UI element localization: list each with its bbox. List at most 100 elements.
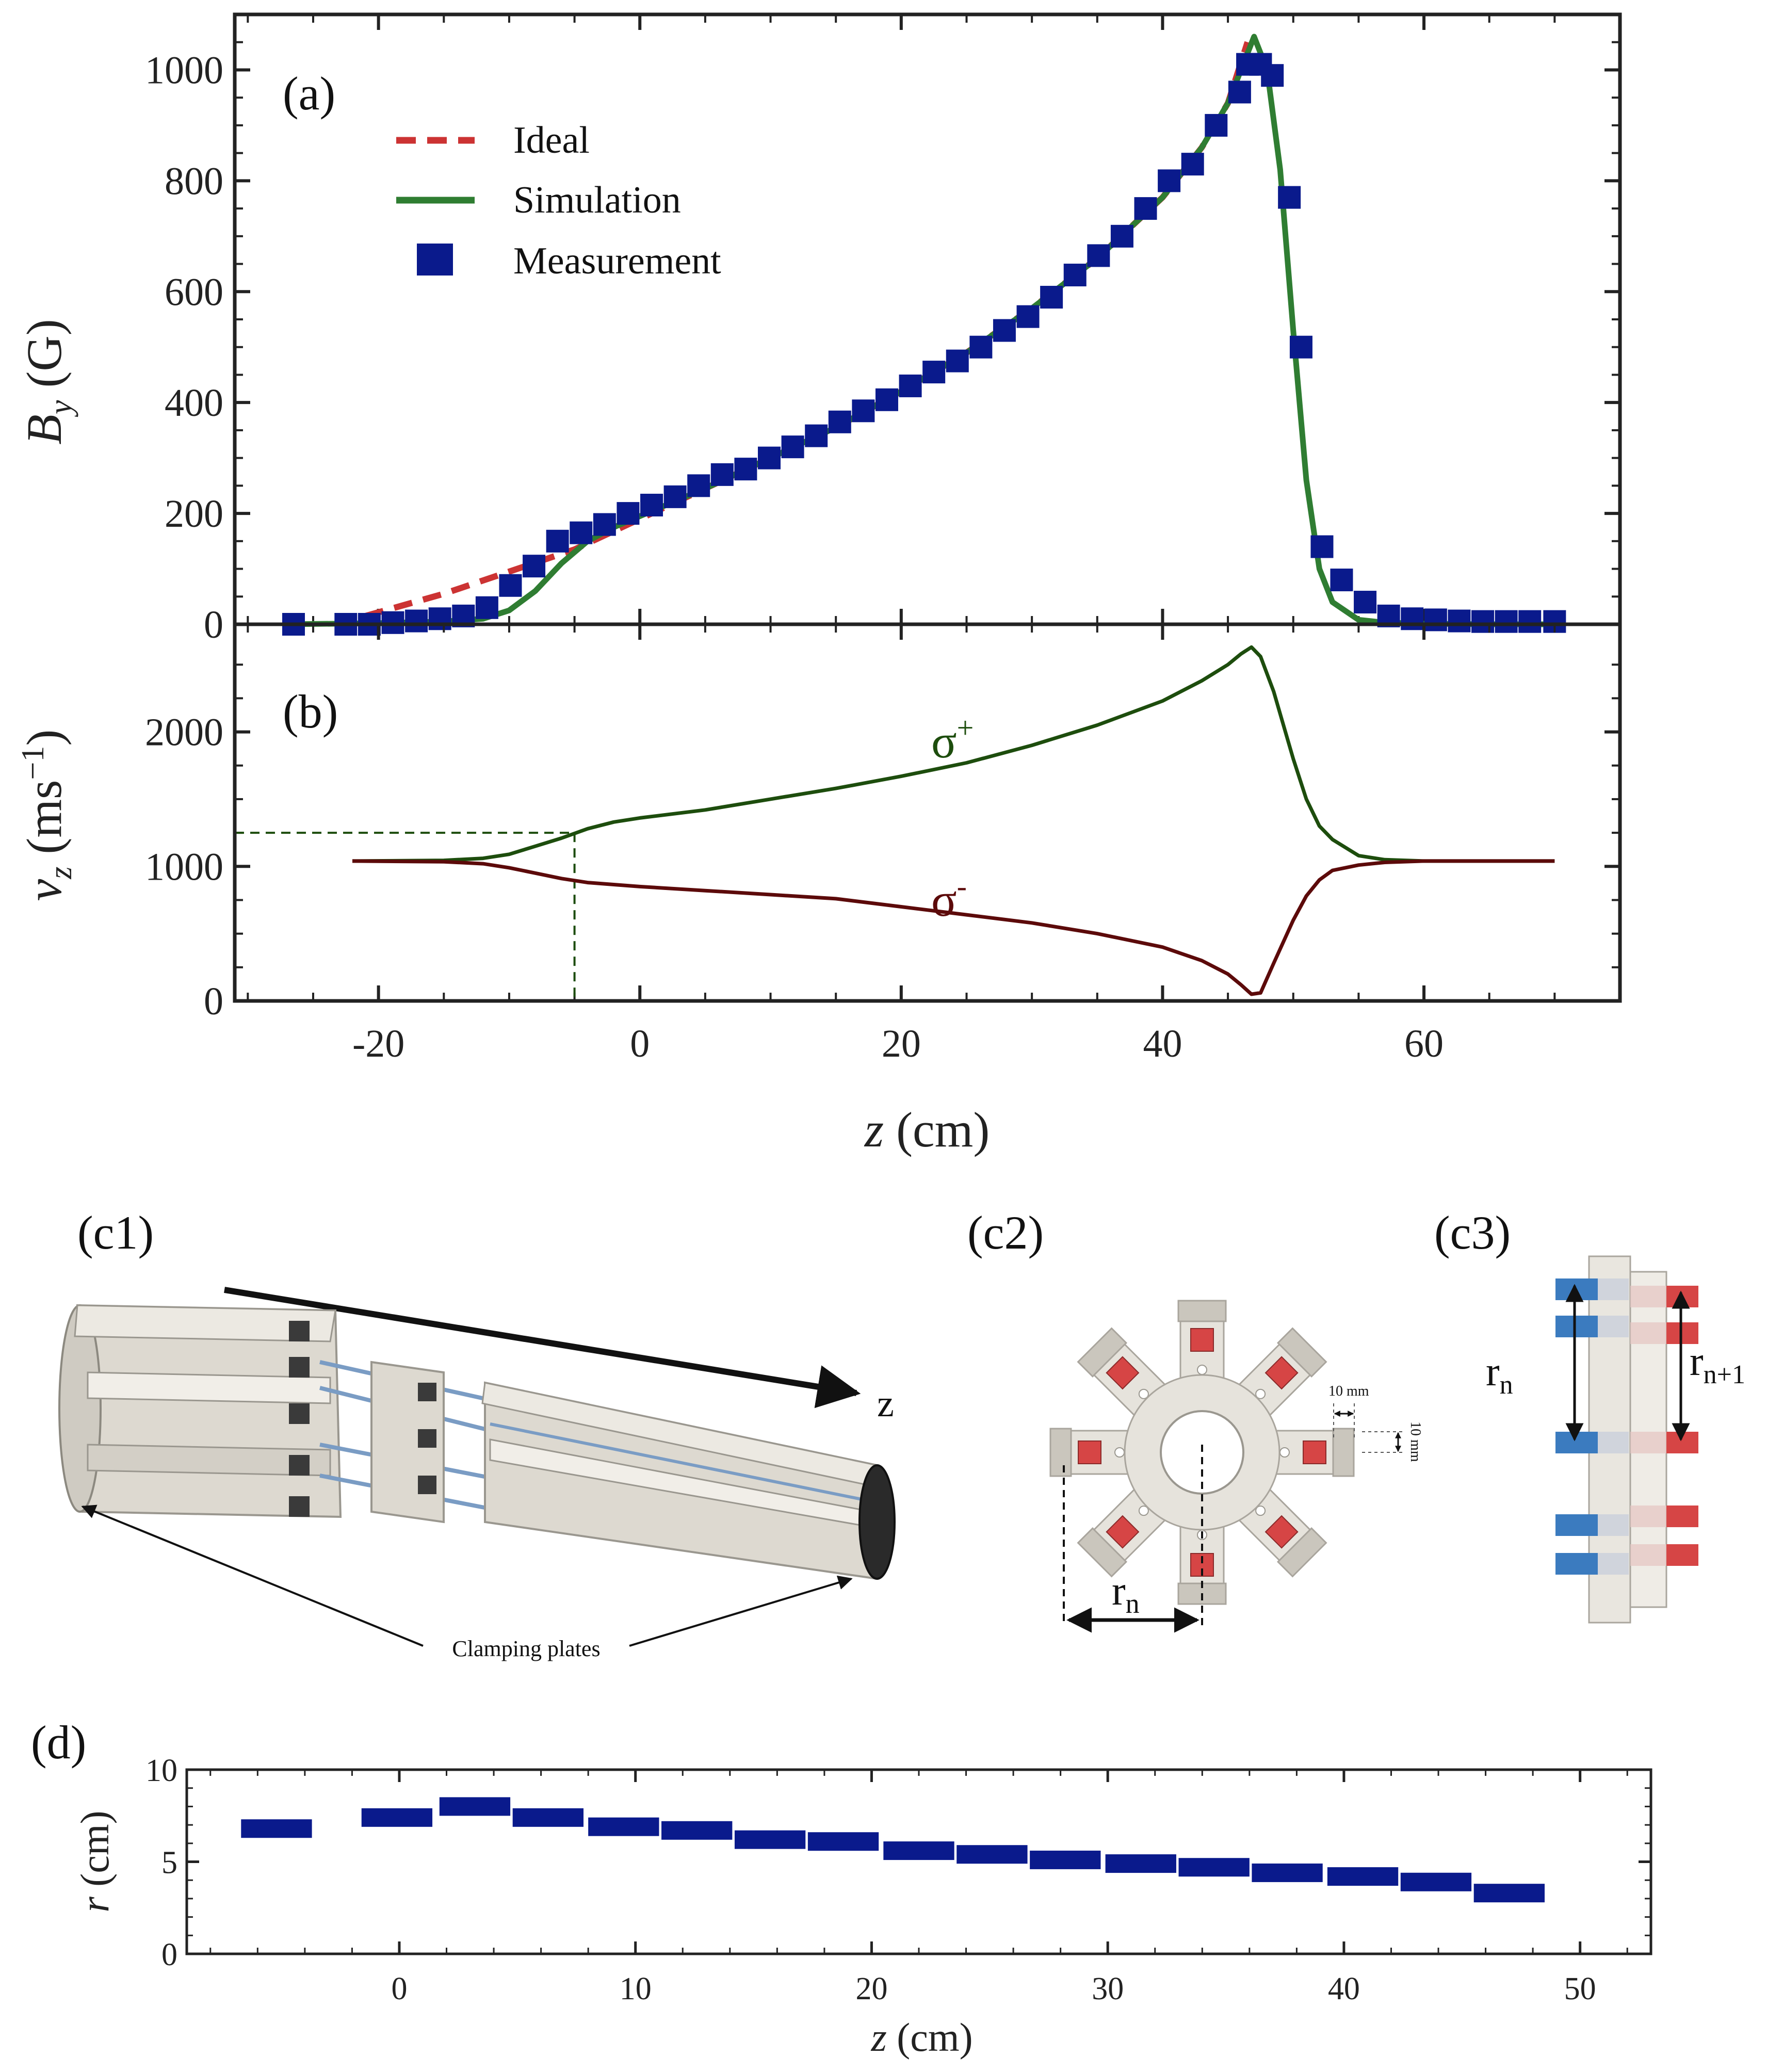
measurement-point [710, 463, 734, 486]
measurement-point [758, 446, 781, 470]
radius-segment [361, 1808, 433, 1827]
left-top-face [74, 1304, 336, 1342]
measurement-point [1016, 305, 1040, 328]
magnet-red-shadow [1630, 1506, 1666, 1527]
magnet-blue [1555, 1432, 1598, 1453]
a-ytick-label: 600 [165, 270, 223, 314]
magnet-cube [1265, 1515, 1299, 1549]
sigma-plus-sup: + [957, 711, 974, 744]
panel-a-frame [233, 12, 1622, 626]
radius-segment [661, 1821, 733, 1840]
left-bolts [289, 1321, 310, 1517]
arm-cap [1077, 1527, 1128, 1578]
measurement-point [805, 424, 828, 447]
panel-b-xlabel-unit: (cm) [884, 1102, 990, 1157]
panel-c2-illustration: (c2) rn 10 mm 10 mm [967, 1206, 1423, 1633]
measurement-point [1424, 608, 1447, 632]
left-mid-band [87, 1371, 331, 1404]
panel-a-chart: 0 200 400 600 800 1000 (a) Ideal Simulation M… [17, 12, 1622, 646]
legend-ideal-label: Ideal [513, 119, 590, 161]
sigma-plus-line [352, 645, 1555, 863]
bolt [418, 1476, 436, 1494]
magnet-red [1666, 1286, 1698, 1307]
rn1-side-r: r [1690, 1339, 1704, 1384]
legend-simulation-label: Simulation [513, 179, 681, 221]
sigma-minus-line [352, 859, 1555, 996]
radius-segment [807, 1832, 879, 1851]
c3-magnet-pairs [1555, 1278, 1698, 1575]
d-xtick-label: 30 [1092, 1971, 1124, 2006]
radius-segment [512, 1808, 584, 1827]
magnet-blue-shadow [1598, 1514, 1629, 1536]
radius-segment [439, 1797, 511, 1816]
radius-segment [588, 1817, 659, 1836]
panel-d-xlabel-unit: (cm) [887, 2015, 973, 2060]
sigma-plus-glyph: σ [931, 715, 957, 768]
zeeman-slower-render [58, 1304, 896, 1580]
measurement-point [1110, 224, 1133, 248]
measurement-point [499, 574, 522, 597]
magnet-blue [1555, 1316, 1598, 1337]
clamping-plates-label: Clamping plates [452, 1636, 600, 1661]
middle-bolts [418, 1383, 436, 1494]
magnet-blue [1555, 1278, 1598, 1300]
magnet-cube [1106, 1515, 1140, 1549]
measurement-point [1063, 264, 1087, 287]
bolt [289, 1455, 310, 1476]
a-ytick-label: 400 [165, 381, 223, 425]
radius-segment [734, 1830, 806, 1849]
measurement-point [1278, 186, 1301, 209]
clamping-arrow-left [81, 1504, 424, 1647]
rn1-side-sub: n+1 [1704, 1360, 1745, 1389]
simulation-line [287, 34, 1555, 627]
panel-b-ticks: 0 1000 2000 -20 0 20 40 60 [145, 624, 1620, 1065]
dim-height-label: 10 mm [1407, 1421, 1423, 1462]
magnet-cube [1265, 1356, 1299, 1390]
b-ytick-label: 2000 [145, 711, 223, 754]
panel-b-ylabel-close: ) [17, 730, 72, 746]
z-arrow-label: z [877, 1383, 894, 1425]
panel-b-guides [235, 832, 576, 1001]
rn-label-sub: n [1126, 1588, 1140, 1619]
sigma-plus-label: σ+ [931, 711, 974, 768]
radius-segment [1400, 1872, 1472, 1891]
radius-segment [1327, 1867, 1399, 1886]
magnet-red [1666, 1506, 1698, 1527]
panel-a-label: (a) [283, 67, 335, 120]
panel-b-xlabel: z (cm) [864, 1102, 990, 1157]
sigma-minus-series [352, 859, 1555, 996]
panel-b-ylabel-unit: (ms [17, 780, 72, 867]
measurement-point [1401, 607, 1424, 630]
magnet-red-shadow [1630, 1322, 1666, 1344]
panel-a-ylabel-unit: (G) [17, 319, 72, 400]
b-xtick-label: 60 [1404, 1022, 1444, 1065]
magnet-blue-shadow [1598, 1553, 1629, 1575]
measurement-point [1134, 197, 1157, 220]
panel-d-ylabel: r (cm) [72, 1810, 117, 1912]
rn-label: rn [1112, 1568, 1140, 1619]
legend-measurement-swatch [417, 244, 453, 276]
panel-a-ylabel-main: B [17, 414, 72, 445]
panel-a-ylabel-sub: y [43, 400, 78, 417]
measurement-point [546, 529, 569, 553]
measurement-point [1205, 114, 1228, 137]
bolt [289, 1403, 310, 1424]
d-ytick-label: 5 [161, 1846, 177, 1881]
d-ytick-label: 0 [161, 1937, 177, 1972]
panel-d-chart: (d) 0 5 10 0 10 20 30 40 50 r (cm) z (cm) [31, 1716, 1652, 2060]
measurement-point [687, 474, 710, 497]
radius-segment [1473, 1884, 1545, 1903]
measurement-point [852, 399, 875, 423]
measurement-point [946, 349, 969, 373]
measurement-point [969, 335, 993, 359]
panel-c3-illustration: (c3) rn rn+1 [1434, 1206, 1745, 1624]
simulation-series [287, 34, 1555, 627]
measurement-point [875, 388, 898, 411]
dim-width-label: 10 mm [1328, 1383, 1369, 1399]
radius-segment [1105, 1854, 1176, 1873]
radius-segment [957, 1845, 1028, 1864]
measurement-point [734, 458, 757, 481]
central-bore [1160, 1410, 1244, 1495]
measurement-point [1289, 335, 1312, 359]
